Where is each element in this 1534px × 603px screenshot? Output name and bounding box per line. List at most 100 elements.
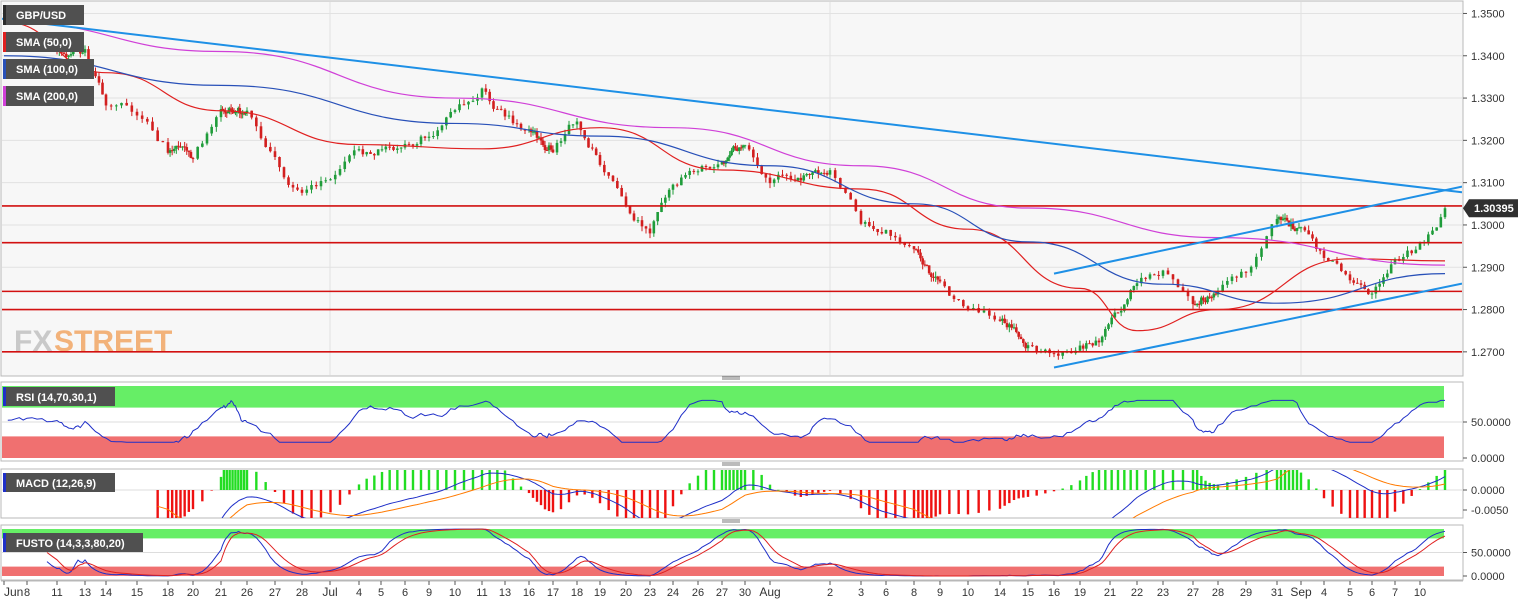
- macd-bar: [1116, 470, 1120, 490]
- candle-body: [343, 161, 347, 170]
- candle-body: [224, 110, 227, 113]
- candle-body: [172, 148, 176, 151]
- rsi-oversold-zone: [2, 436, 1444, 458]
- fusto-tick-label: 0.0000: [1471, 571, 1505, 583]
- candle-body: [1427, 234, 1430, 243]
- axes: 1.3500 1.3400 1.3300 1.3200 1.3100 1.3000 1.29…: [1, 8, 1511, 599]
- macd-bar: [917, 490, 920, 518]
- macd-bar: [1195, 470, 1199, 490]
- sma50-label[interactable]: SMA (50,0): [3, 32, 84, 52]
- candle-body: [594, 148, 598, 155]
- candle-body: [515, 123, 519, 125]
- candle-body: [739, 147, 743, 149]
- candle-body: [225, 112, 229, 114]
- macd-bar: [1340, 490, 1343, 514]
- candle-body: [1044, 349, 1047, 352]
- date-tick-label: 26: [241, 587, 253, 599]
- candle-body: [927, 265, 931, 274]
- fusto-plot: [2, 528, 1462, 577]
- macd-bar: [1275, 470, 1279, 490]
- candle-body: [156, 130, 159, 142]
- candle-body: [817, 170, 820, 174]
- candle-body: [1017, 332, 1020, 337]
- macd-bar: [348, 490, 351, 495]
- date-tick-label: 5: [378, 587, 384, 599]
- candle-body: [644, 226, 648, 229]
- candle-body: [628, 206, 632, 214]
- resize-handle-3[interactable]: [722, 519, 740, 523]
- candle-body: [1356, 282, 1359, 284]
- candle-body: [135, 111, 139, 116]
- resize-handle-2[interactable]: [722, 462, 740, 466]
- macd-bar: [1244, 476, 1248, 490]
- candle-body: [863, 221, 867, 224]
- candle-body: [962, 300, 965, 307]
- candle-body: [555, 142, 559, 153]
- symbol-text: GBP/USD: [16, 10, 66, 22]
- macd-bar: [632, 490, 636, 518]
- candle-body: [1119, 310, 1123, 313]
- candle-body: [369, 152, 372, 154]
- candle-body: [559, 141, 563, 143]
- macd-bar: [656, 490, 659, 518]
- candle-body: [1057, 353, 1060, 356]
- candle-body: [1094, 340, 1098, 346]
- macd-bar: [388, 470, 391, 490]
- candle-body: [187, 150, 191, 152]
- macd-bar: [1208, 482, 1211, 490]
- candle-body: [161, 141, 165, 143]
- candle-body: [1340, 263, 1343, 272]
- symbol-label[interactable]: GBP/USD: [3, 5, 84, 25]
- rsi-tick-label: 0.0000: [1471, 453, 1505, 465]
- candle-body: [130, 105, 134, 112]
- candle-body: [168, 150, 172, 153]
- date-tick-label: 8: [24, 587, 30, 599]
- candle-body: [908, 245, 911, 247]
- candle-body: [101, 82, 104, 95]
- date-tick-label: 6: [883, 587, 889, 599]
- sma100-label[interactable]: SMA (100,0): [3, 59, 94, 79]
- rsi-label[interactable]: RSI (14,70,30,1): [3, 387, 115, 406]
- macd-bar: [543, 490, 547, 510]
- candle-body: [966, 306, 970, 310]
- candle-body: [1208, 296, 1211, 298]
- price-tick-label: 1.3300: [1471, 93, 1505, 105]
- candle-body: [1202, 297, 1205, 301]
- candle-body: [1181, 287, 1185, 292]
- candle-body: [1078, 345, 1082, 351]
- candle-body: [1026, 345, 1030, 349]
- candle-body: [480, 88, 484, 98]
- candle-body: [716, 164, 720, 168]
- macd-bar: [760, 474, 763, 490]
- candle-body: [1275, 218, 1279, 225]
- candle-body: [814, 170, 817, 173]
- fusto-label[interactable]: FUSTO (14,3,3,80,20): [3, 533, 143, 552]
- candle-body: [781, 174, 784, 176]
- candle-body: [1003, 318, 1006, 324]
- candle-body: [242, 113, 246, 115]
- date-tick-label: 14: [100, 587, 112, 599]
- candle-body: [1431, 230, 1434, 235]
- sma200-label[interactable]: SMA (200,0): [3, 86, 94, 106]
- candle-body: [1279, 217, 1283, 221]
- macd-bar: [300, 490, 304, 518]
- candle-body: [876, 228, 879, 233]
- candle-body: [384, 146, 388, 150]
- candle-body: [269, 146, 272, 152]
- candle-body: [894, 235, 897, 238]
- date-tick-label: 27: [269, 587, 281, 599]
- fusto-text: FUSTO (14,3,3,80,20): [16, 538, 125, 550]
- candle-body: [237, 107, 240, 112]
- date-tick-label: 27: [716, 587, 728, 599]
- candle-body: [296, 187, 299, 190]
- resize-handle-1[interactable]: [722, 376, 740, 380]
- macd-bar: [179, 490, 182, 518]
- macd-label[interactable]: MACD (12,26,9): [3, 473, 115, 492]
- trendline: [1053, 282, 1462, 369]
- date-tick-label: 24: [667, 587, 679, 599]
- candle-body: [768, 177, 772, 184]
- date-tick-label: 4: [1321, 587, 1327, 599]
- macd-bar: [373, 475, 376, 490]
- macd-bar: [1386, 490, 1389, 518]
